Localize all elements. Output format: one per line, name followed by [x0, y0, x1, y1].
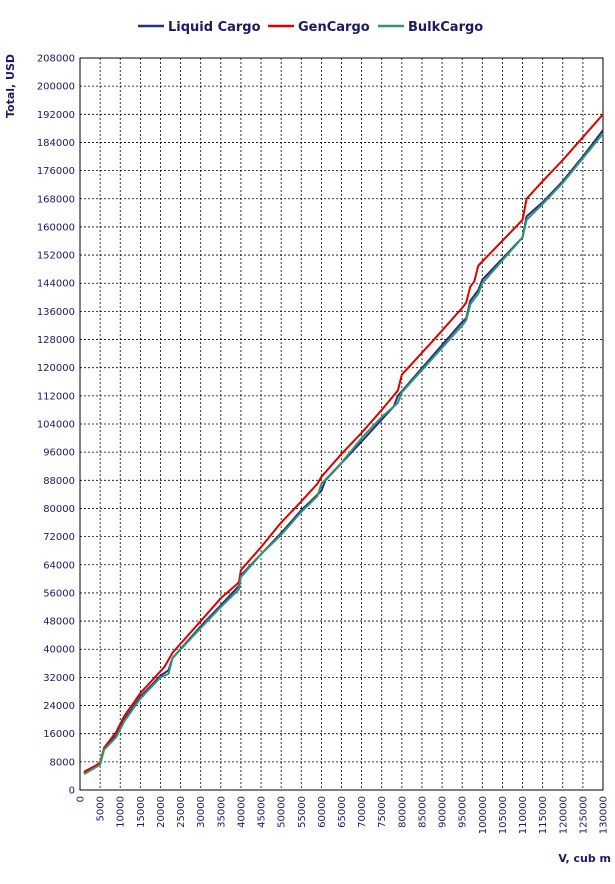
- y-tick-label: 128000: [37, 335, 75, 346]
- x-tick-label: 75000: [377, 796, 388, 828]
- x-tick-label: 105000: [498, 796, 509, 834]
- y-tick-label: 40000: [43, 645, 75, 656]
- x-tick-label: 20000: [156, 796, 167, 828]
- x-tick-label: 55000: [297, 796, 308, 828]
- legend: Liquid Cargo GenCargo BulkCargo: [138, 20, 483, 35]
- x-tick-label: 70000: [357, 796, 368, 828]
- y-tick-label: 80000: [43, 504, 75, 515]
- y-tick-label: 200000: [37, 82, 75, 93]
- x-tick-label: 35000: [216, 796, 227, 828]
- x-tick-label: 95000: [458, 796, 469, 828]
- x-axis: 0 5000 10000 15000 20000 25000 30000 35000 40000…: [76, 796, 610, 834]
- y-tick-label: 56000: [43, 588, 75, 599]
- x-tick-label: 65000: [337, 796, 348, 828]
- y-tick-label: 168000: [37, 194, 75, 205]
- plot-area: [79, 57, 604, 791]
- y-tick-label: 136000: [37, 307, 75, 318]
- y-tick-label: 144000: [37, 279, 75, 290]
- y-axis-title: Total, USD: [4, 54, 17, 118]
- y-tick-label: 8000: [50, 757, 75, 768]
- x-tick-label: 5000: [96, 796, 107, 821]
- y-tick-label: 112000: [37, 391, 75, 402]
- legend-label: Liquid Cargo: [168, 20, 261, 35]
- x-tick-label: 40000: [236, 796, 247, 828]
- y-tick-label: 72000: [43, 532, 75, 543]
- x-tick-label: 80000: [397, 796, 408, 828]
- legend-label: GenCargo: [298, 20, 370, 35]
- series-line-gencargo: [83, 113, 604, 773]
- x-tick-label: 115000: [538, 796, 549, 834]
- series-lines: [83, 113, 604, 776]
- y-tick-label: 176000: [37, 166, 75, 177]
- x-tick-label: 30000: [196, 796, 207, 828]
- y-tick-label: 48000: [43, 617, 75, 628]
- x-tick-label: 10000: [116, 796, 127, 828]
- x-tick-label: 60000: [317, 796, 328, 828]
- y-tick-label: 192000: [37, 110, 75, 121]
- x-tick-label: 45000: [257, 796, 268, 828]
- y-tick-label: 24000: [43, 701, 75, 712]
- x-tick-label: 15000: [136, 796, 147, 828]
- x-axis-title: V, cub m: [558, 852, 611, 865]
- x-tick-label: 50000: [277, 796, 288, 828]
- y-tick-label: 0: [69, 786, 75, 797]
- y-tick-label: 152000: [37, 251, 75, 262]
- x-tick-label: 25000: [176, 796, 187, 828]
- y-tick-label: 88000: [43, 476, 75, 487]
- x-tick-label: 130000: [599, 796, 610, 834]
- y-tick-label: 208000: [37, 54, 75, 65]
- y-axis: 0 8000 16000 24000 32000 40000 48000 56000 64000…: [37, 54, 75, 797]
- x-tick-label: 120000: [558, 796, 569, 834]
- x-tick-label: 100000: [478, 796, 489, 834]
- x-tick-label: 0: [76, 796, 87, 802]
- y-tick-label: 120000: [37, 363, 75, 374]
- grid: [80, 58, 603, 790]
- x-tick-label: 85000: [417, 796, 428, 828]
- y-tick-label: 160000: [37, 222, 75, 233]
- series-line-bulkcargo: [83, 133, 604, 776]
- x-tick-label: 125000: [578, 796, 589, 834]
- y-tick-label: 16000: [43, 729, 75, 740]
- x-tick-label: 110000: [518, 796, 529, 834]
- x-tick-label: 90000: [438, 796, 449, 828]
- y-tick-label: 96000: [43, 448, 75, 459]
- legend-label: BulkCargo: [408, 20, 483, 35]
- y-tick-label: 32000: [43, 673, 75, 684]
- y-tick-label: 64000: [43, 560, 75, 571]
- y-tick-label: 184000: [37, 138, 75, 149]
- y-tick-label: 104000: [37, 420, 75, 431]
